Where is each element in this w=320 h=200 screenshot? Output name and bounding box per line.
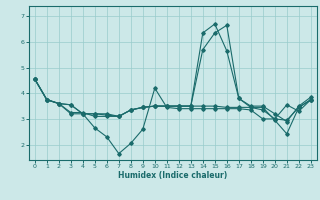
X-axis label: Humidex (Indice chaleur): Humidex (Indice chaleur) — [118, 171, 228, 180]
